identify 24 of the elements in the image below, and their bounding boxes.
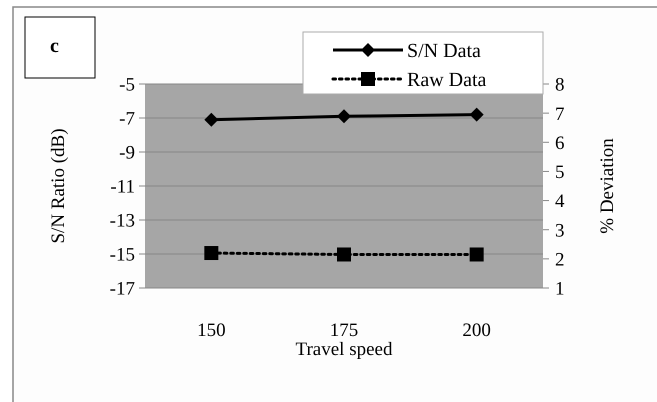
y-tick-label: -15 [110,244,135,266]
y2-tick-label: 7 [555,104,564,125]
y-tick-label: -7 [119,108,135,130]
x-tick-label: 150 [197,320,226,341]
x-axis-title: Travel speed [296,339,393,360]
legend-label: Raw Data [407,69,487,91]
y2-tick-label: 5 [555,162,564,184]
y-tick-label: -17 [110,278,135,300]
text: c [50,35,59,57]
y-tick-label: -13 [110,210,135,232]
y2-tick-label: 4 [555,191,565,212]
y2-tick-label: 6 [555,132,564,154]
y2-tick-label: 2 [555,250,564,271]
x-tick-label: 200 [462,320,491,341]
y2-tick-label: 1 [555,278,564,300]
y2-axis-title: % Deviation [597,138,618,234]
legend-label: S/N Data [407,40,481,62]
y-tick-label: -9 [119,142,135,164]
y-tick-label: -11 [110,176,135,198]
y2-tick-label: 3 [555,220,564,242]
y-tick-label: -5 [119,74,135,96]
y-axis-title: S/N Ratio (dB) [48,128,69,244]
x-tick-label: 175 [330,320,358,341]
y2-tick-label: 8 [555,74,564,96]
